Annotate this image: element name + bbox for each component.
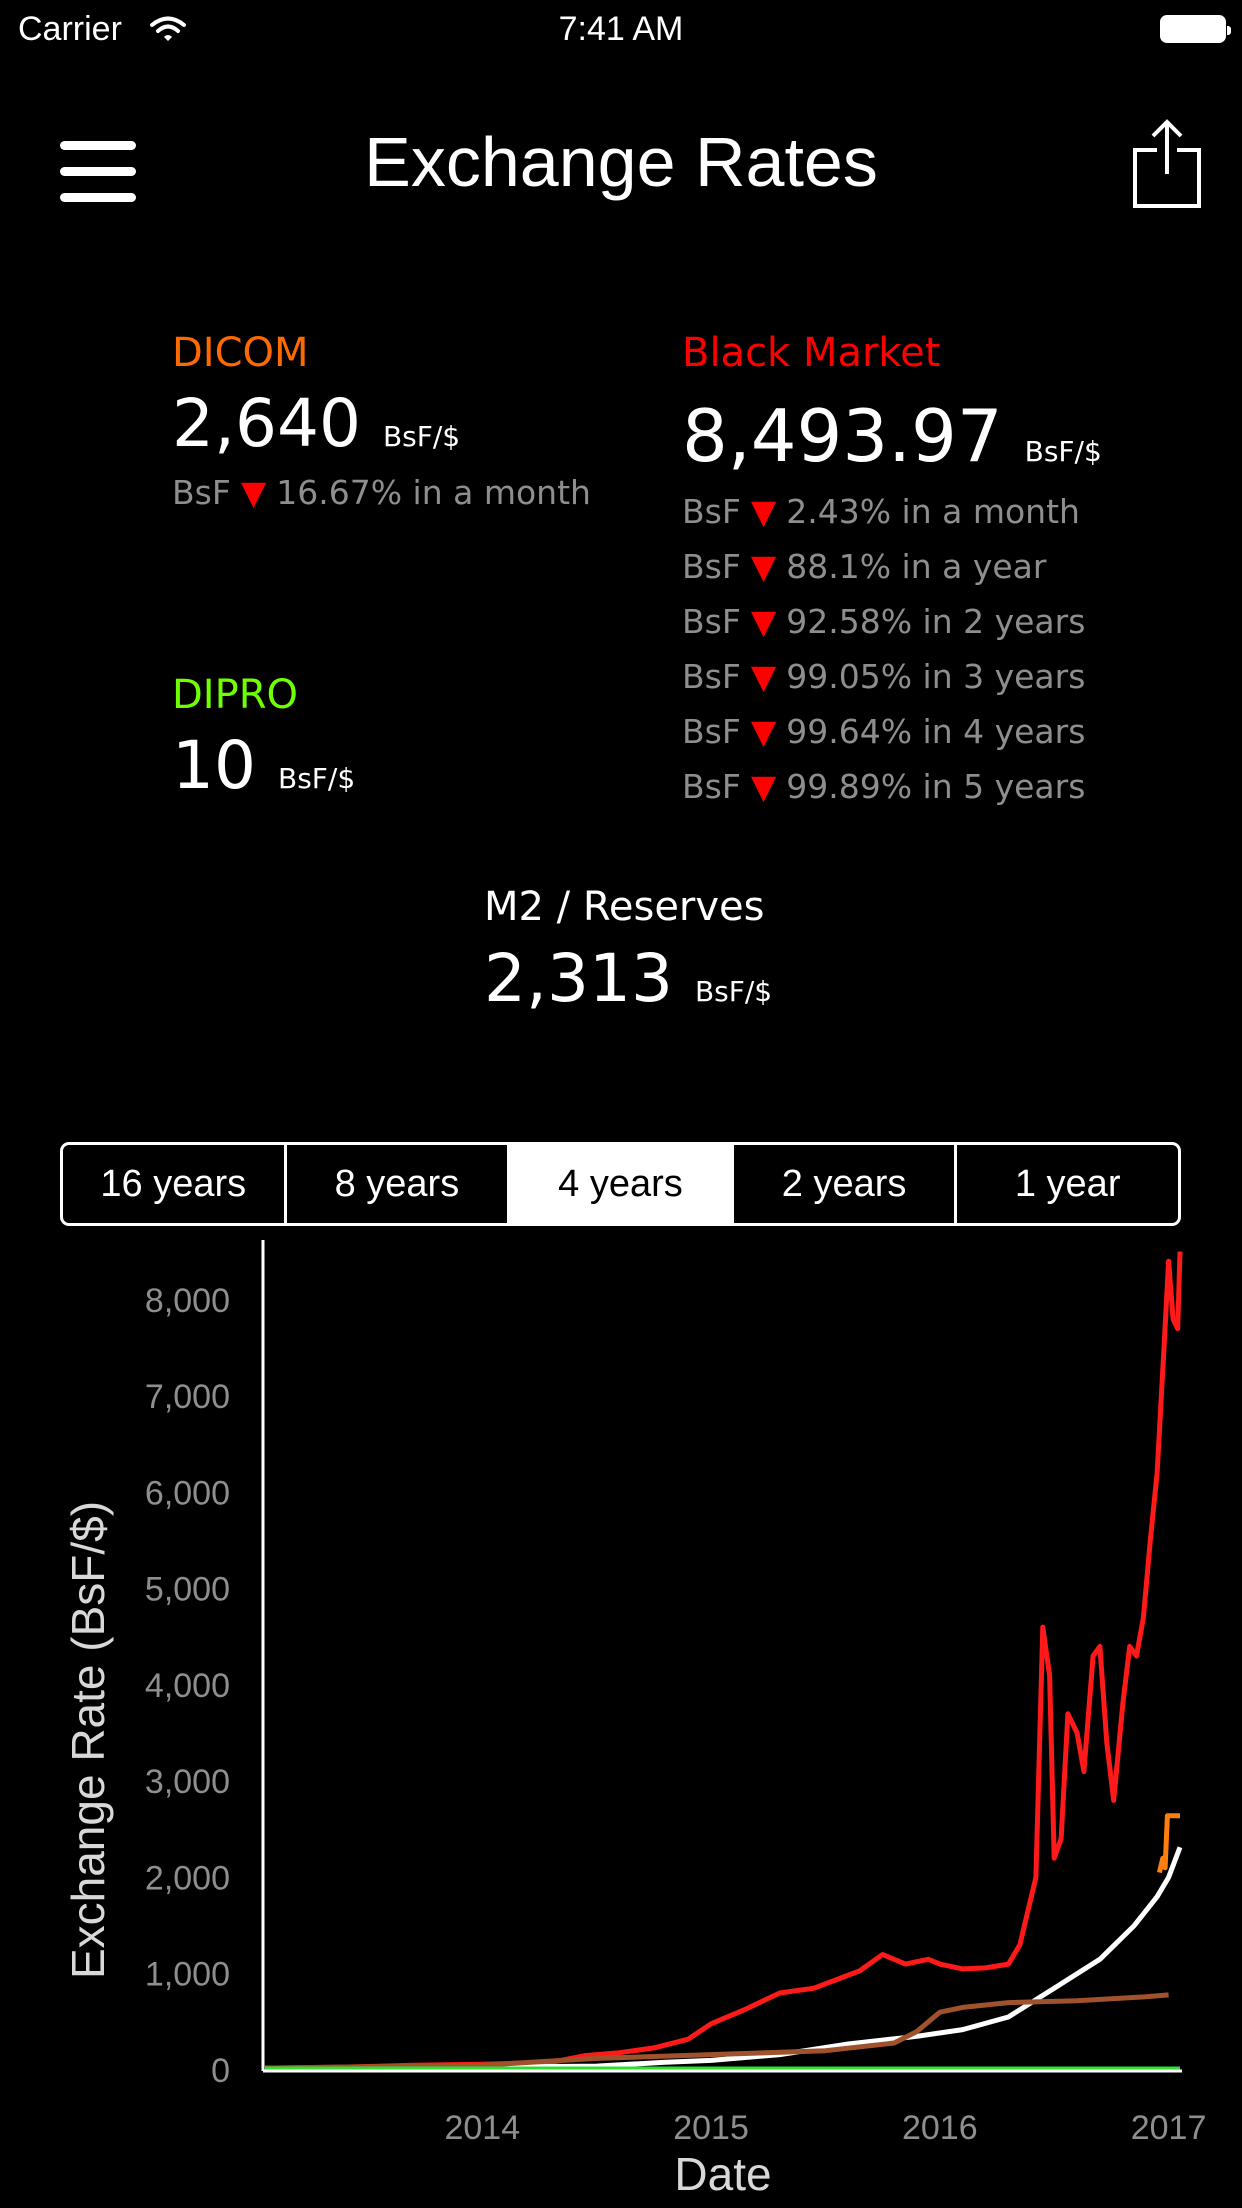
change-text: 16.67% in a month: [276, 473, 591, 512]
x-tick-label: 2016: [902, 2109, 978, 2147]
series-line-1: [1156, 1813, 1180, 1874]
change-text: 99.05% in 3 years: [786, 657, 1086, 696]
change-text: 2.43% in a month: [786, 492, 1080, 531]
dicom-label: DICOM: [172, 330, 309, 376]
m2-reserves-rate: 2,313 BsF/$: [484, 940, 772, 1017]
dipro-unit: BsF/$: [277, 762, 356, 795]
down-arrow-icon: ▼: [750, 602, 777, 641]
down-arrow-icon: ▼: [240, 473, 267, 512]
dicom-rate: 2,640 BsF/$: [172, 385, 460, 462]
y-tick-label: 1,000: [145, 1956, 230, 1994]
currency-label: BsF: [682, 712, 741, 751]
black-market-unit: BsF/$: [1024, 435, 1102, 468]
y-tick-label: 4,000: [145, 1667, 230, 1705]
down-arrow-icon: ▼: [750, 657, 777, 696]
x-tick-label: 2015: [673, 2109, 749, 2147]
hamburger-menu-icon[interactable]: [60, 141, 136, 205]
black-market-label: Black Market: [682, 330, 941, 376]
carrier-label: Carrier: [18, 10, 122, 48]
exchange-rate-chart: 0 1,000 2,000 3,000 4,000 5,000 6,000 7,000 8,00…: [62, 1240, 1207, 2200]
change-text: 99.89% in 5 years: [786, 767, 1086, 806]
dipro-value: 10: [172, 727, 256, 804]
series-line-3: [264, 1992, 1169, 2071]
m2-reserves-value: 2,313: [484, 940, 673, 1017]
dipro-rate: 10 BsF/$: [172, 727, 355, 804]
down-arrow-icon: ▼: [750, 547, 777, 586]
wifi-icon: [150, 14, 186, 53]
dicom-value: 2,640: [172, 385, 361, 462]
down-arrow-icon: ▼: [750, 492, 777, 531]
change-row: BsF ▼ 99.64% in 4 years: [682, 712, 1085, 767]
range-option-2-years[interactable]: 2 years: [734, 1145, 958, 1223]
change-row: BsF ▼ 99.05% in 3 years: [682, 657, 1085, 712]
currency-label: BsF: [682, 657, 741, 696]
currency-label: BsF: [172, 473, 231, 512]
series-line-0: [264, 1251, 1183, 2071]
currency-label: BsF: [682, 547, 741, 586]
range-option-1-year[interactable]: 1 year: [1014, 1162, 1121, 1205]
range-option-16-years[interactable]: 16 years: [63, 1145, 287, 1223]
battery-icon: [1160, 15, 1231, 43]
series-line-2: [264, 1846, 1183, 2071]
y-tick-label: 5,000: [145, 1571, 230, 1609]
currency-label: BsF: [682, 492, 741, 531]
m2-reserves-unit: BsF/$: [694, 975, 773, 1008]
down-arrow-icon: ▼: [750, 712, 777, 751]
black-market-value: 8,493.97: [682, 394, 1003, 478]
x-axis-label: Date: [674, 2148, 771, 2200]
y-tick-label: 7,000: [145, 1378, 230, 1416]
y-tick-label: 6,000: [145, 1474, 230, 1512]
change-text: 88.1% in a year: [786, 547, 1047, 586]
black-market-rate: 8,493.97 BsF/$: [682, 394, 1102, 478]
x-tick-label: 2014: [444, 2109, 520, 2147]
page-title: Exchange Rates: [364, 123, 878, 201]
range-option-8-years[interactable]: 8 years: [287, 1145, 511, 1223]
range-option-4-years[interactable]: 4 years: [510, 1145, 734, 1223]
dicom-change: BsF ▼ 16.67% in a month: [172, 473, 591, 512]
change-row: BsF ▼ 88.1% in a year: [682, 547, 1085, 602]
status-time: 7:41 AM: [558, 10, 684, 48]
m2-reserves-label: M2 / Reserves: [484, 884, 765, 930]
x-tick-label: 2017: [1131, 2109, 1207, 2147]
range-selector: 16 years 8 years 4 years 2 years 1 year: [60, 1142, 1181, 1226]
y-axis-label: Exchange Rate (BsF/$): [62, 1501, 114, 1979]
black-market-changes: BsF ▼ 2.43% in a month BsF ▼ 88.1% in a year…: [682, 492, 1085, 822]
down-arrow-icon: ▼: [750, 767, 777, 806]
y-tick-label: 0: [211, 2052, 230, 2090]
change-row: BsF ▼ 99.89% in 5 years: [682, 767, 1085, 822]
dipro-label: DIPRO: [172, 672, 298, 718]
dicom-unit: BsF/$: [382, 420, 461, 453]
y-tick-label: 8,000: [145, 1282, 230, 1320]
y-tick-label: 2,000: [145, 1859, 230, 1897]
currency-label: BsF: [682, 767, 741, 806]
change-text: 92.58% in 2 years: [786, 602, 1086, 641]
change-row: BsF ▼ 92.58% in 2 years: [682, 602, 1085, 657]
status-bar: Carrier 7:41 AM: [0, 0, 1242, 60]
currency-label: BsF: [682, 602, 741, 641]
share-icon[interactable]: [1133, 118, 1201, 210]
change-row: BsF ▼ 2.43% in a month: [682, 492, 1085, 547]
y-tick-label: 3,000: [145, 1763, 230, 1801]
change-text: 99.64% in 4 years: [786, 712, 1086, 751]
